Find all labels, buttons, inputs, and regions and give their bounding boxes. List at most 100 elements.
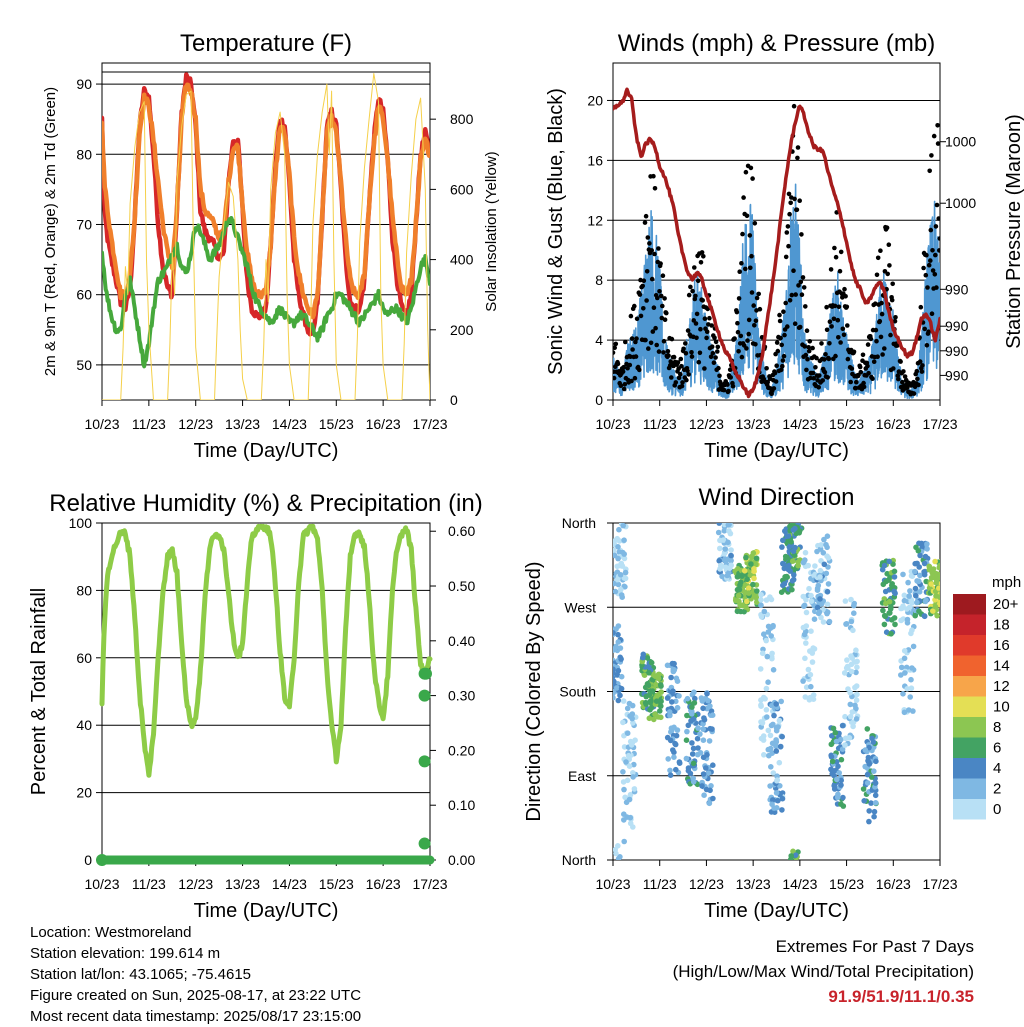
direction-point (885, 577, 892, 583)
gust-point (701, 253, 706, 259)
gust-point (645, 235, 651, 240)
direction-point (903, 664, 910, 671)
direction-point (624, 730, 631, 736)
gust-point (774, 340, 780, 345)
gust-point (778, 367, 784, 373)
y-tick-label: South (559, 684, 596, 700)
direction-point (614, 672, 621, 678)
direction-point (906, 593, 912, 599)
direction-point (767, 745, 774, 752)
direction-point (691, 700, 698, 706)
direction-point (888, 604, 894, 610)
direction-point (891, 588, 897, 595)
direction-point (821, 536, 827, 543)
direction-point (930, 566, 937, 572)
direction-point (930, 570, 937, 576)
gust-point (878, 248, 883, 253)
direction-point (695, 725, 701, 731)
gust-point (888, 332, 893, 338)
gust-point (628, 354, 633, 360)
direction-point (824, 588, 831, 595)
gust-point (686, 372, 691, 377)
direction-point (770, 770, 777, 776)
gust-point (725, 382, 730, 387)
gust-point (874, 272, 880, 278)
extremes-summary: Extremes For Past 7 Days (High/Low/Max W… (673, 934, 974, 1009)
precip-point (418, 837, 431, 850)
right-y-tick-label: 0.40 (448, 633, 475, 649)
direction-point (923, 597, 929, 603)
gust-point (689, 354, 695, 359)
gust-point (678, 371, 683, 377)
direction-point (800, 678, 806, 684)
x-tick-label: 10/23 (595, 416, 630, 432)
gust-point (756, 291, 761, 297)
direction-point (770, 797, 776, 803)
direction-point (725, 523, 732, 528)
direction-point (871, 808, 878, 815)
gust-point (896, 376, 901, 382)
gust-point (845, 323, 850, 328)
direction-point (757, 666, 764, 672)
gust-point (736, 349, 741, 354)
legend-label: 14 (993, 658, 1010, 675)
direction-point (758, 735, 765, 742)
gust-point (707, 315, 712, 321)
gust-point (632, 375, 638, 381)
gust-point (835, 317, 841, 323)
gust-point (777, 312, 782, 318)
gust-point (754, 295, 760, 301)
direction-point (630, 770, 636, 776)
direction-point (810, 696, 817, 702)
gust-point (925, 285, 930, 290)
direction-point (710, 795, 716, 802)
direction-point (689, 740, 695, 746)
gust-point (715, 344, 721, 350)
direction-point (615, 581, 622, 588)
direction-point (652, 711, 658, 718)
direction-point (818, 542, 824, 548)
gust-point (807, 339, 813, 344)
direction-point (651, 716, 657, 723)
direction-point (853, 683, 860, 689)
gust-point (621, 364, 626, 370)
y-tick-label: 60 (76, 650, 92, 666)
direction-point (657, 708, 663, 714)
gust-point (726, 388, 731, 394)
gust-point (749, 253, 754, 259)
direction-point (615, 623, 622, 629)
direction-point (620, 719, 626, 726)
direction-point (774, 805, 780, 811)
x-tick-label: 17/23 (412, 876, 447, 892)
direction-point (924, 546, 930, 552)
direction-point (840, 803, 847, 809)
direction-point (768, 722, 775, 729)
direction-point (816, 609, 823, 615)
direction-point (625, 752, 632, 759)
direction-point (622, 575, 629, 582)
gust-point (644, 298, 649, 303)
extremes-title: Extremes For Past 7 Days (775, 937, 974, 956)
gust-point (745, 338, 750, 343)
gust-point (785, 324, 790, 329)
gust-point (650, 329, 656, 334)
direction-point (614, 563, 621, 570)
chart-title: Winds (mph) & Pressure (mb) (618, 30, 935, 57)
x-tick-label: 14/23 (782, 416, 817, 432)
gust-point (928, 258, 933, 263)
direction-point (824, 609, 831, 615)
direction-point (842, 735, 849, 742)
gust-point (630, 347, 635, 352)
gust-point (795, 155, 800, 161)
direction-point (881, 621, 888, 628)
direction-point (732, 597, 739, 604)
gust-point (836, 304, 842, 310)
gust-point (666, 353, 671, 358)
gust-point (891, 366, 896, 371)
gust-point (629, 378, 634, 384)
gust-point (794, 207, 800, 213)
direction-points (613, 523, 940, 860)
direction-point (777, 743, 784, 750)
direction-point (821, 561, 828, 568)
direction-point (621, 555, 628, 562)
